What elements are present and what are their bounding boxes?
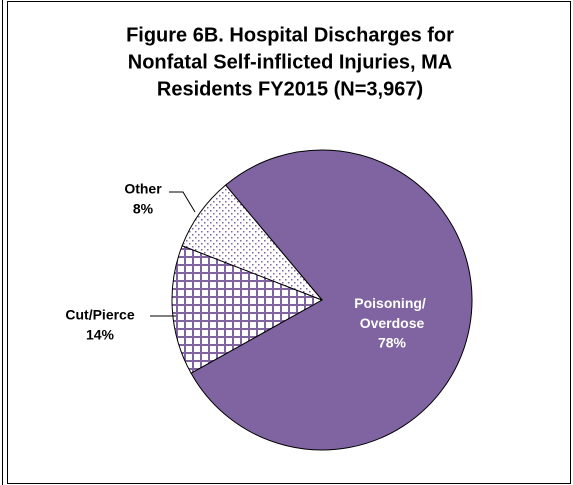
- pie-slice: [190, 149, 473, 451]
- chart-title: Nonfatal Self-inflicted Injuries, MA: [128, 51, 452, 73]
- pie-slice: [181, 184, 323, 301]
- pie: [171, 149, 473, 451]
- chart-title: Figure 6B. Hospital Discharges for: [126, 24, 454, 46]
- value-label: 78%: [378, 335, 407, 351]
- leader-line: [169, 191, 196, 213]
- title-group: Figure 6B. Hospital Discharges for Nonfat…: [126, 24, 454, 100]
- value-label: 8%: [133, 201, 154, 217]
- pie-slice: [171, 245, 324, 374]
- category-label: Cut/Pierce: [65, 307, 134, 323]
- category-label: Other: [124, 181, 162, 197]
- value-label: 14%: [86, 327, 115, 343]
- category-label: Poisoning/ Overdose: [354, 295, 429, 331]
- chart-title: Residents FY2015 (N=3,967): [157, 78, 423, 100]
- frame: [7, 1, 571, 484]
- labels: Poisoning/ Overdose 78% Cut/Pierce 14% Other…: [65, 181, 429, 351]
